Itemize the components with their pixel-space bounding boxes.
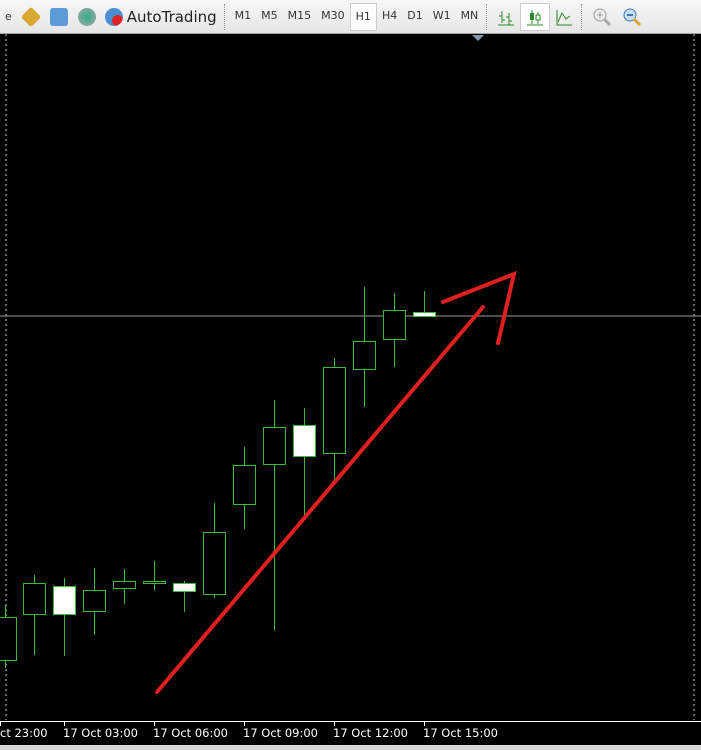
candle: [83, 568, 106, 635]
toolbar-separator: [223, 3, 227, 30]
candle-body: [413, 312, 436, 317]
arrow-shaft: [155, 305, 485, 694]
candle: [0, 605, 17, 668]
time-axis: ct 23:00 17 Oct 03:00 17 Oct 06:00 17 Oct 0…: [0, 721, 701, 746]
candle-body: [143, 581, 166, 584]
candle: [263, 400, 286, 630]
time-tick: [64, 722, 65, 726]
zoom-out-button[interactable]: [617, 4, 647, 30]
candle-body: [0, 617, 17, 661]
candle: [53, 578, 76, 656]
zoom-in-button[interactable]: [587, 4, 617, 30]
candle: [353, 287, 376, 407]
time-tick: [424, 722, 425, 726]
line-chart-button[interactable]: [550, 4, 578, 30]
autotrading-label: AutoTrading: [126, 7, 217, 26]
candle-body: [323, 367, 346, 454]
time-tick: [334, 722, 335, 726]
candle-body: [173, 583, 196, 592]
candle-body: [383, 310, 406, 340]
candle-body: [83, 590, 106, 612]
candle: [413, 291, 436, 317]
toolbar: e AutoTrading M1 M5 M15 M30 H1 H4 D1 W1 MN: [0, 0, 701, 34]
time-tick: [154, 722, 155, 726]
timeframe-h4[interactable]: H4: [381, 9, 398, 22]
timeframe-h1[interactable]: H1: [349, 2, 377, 31]
arrow-head: [441, 270, 517, 345]
candle: [113, 569, 136, 604]
time-label: 17 Oct 06:00: [153, 726, 228, 740]
timeframe-mn[interactable]: MN: [460, 9, 479, 22]
price-chart[interactable]: [0, 34, 701, 750]
time-tick: [244, 722, 245, 726]
timeframe-m30[interactable]: M30: [321, 9, 345, 22]
signals-icon[interactable]: [77, 7, 96, 26]
trend-arrow-annotation: [155, 270, 517, 694]
navigator-icon[interactable]: [20, 6, 41, 27]
time-label: 17 Oct 15:00: [423, 726, 498, 740]
autotrading-icon: [104, 7, 123, 26]
candle-body: [23, 583, 46, 615]
candle: [143, 561, 166, 590]
status-strip: [0, 745, 701, 750]
toolbar-separator: [581, 3, 584, 30]
time-label: 17 Oct 09:00: [243, 726, 318, 740]
candle: [23, 575, 46, 655]
candle-body: [233, 465, 256, 505]
timeframe-d1[interactable]: D1: [407, 9, 423, 22]
chart-shift-marker[interactable]: [472, 35, 484, 41]
candle-body: [113, 581, 136, 589]
candle: [293, 408, 316, 515]
candle: [203, 503, 226, 598]
toolbar-partial-label: e: [5, 10, 12, 23]
zoom-in-icon: [593, 8, 612, 26]
candle-body: [53, 586, 76, 615]
candlestick-chart-button[interactable]: [520, 2, 551, 31]
candles: [0, 287, 436, 668]
bar-chart-icon: [498, 10, 515, 25]
market-watch-icon[interactable]: [49, 7, 68, 26]
bar-chart-button[interactable]: [492, 4, 520, 30]
candle-body: [203, 532, 226, 595]
line-chart-icon: [556, 9, 573, 25]
toolbar-separator: [486, 3, 489, 30]
candle-body: [293, 425, 316, 457]
timeframe-w1[interactable]: W1: [432, 9, 451, 22]
time-tick: [0, 722, 1, 726]
timeframe-m1[interactable]: M1: [234, 9, 252, 22]
time-label: ct 23:00: [0, 726, 48, 740]
time-label: 17 Oct 12:00: [333, 726, 408, 740]
candle: [173, 581, 196, 612]
timeframe-group: M1 M5 M15 M30 H1 H4 D1 W1 MN: [230, 2, 484, 31]
candle: [233, 447, 256, 529]
time-label: 17 Oct 03:00: [63, 726, 138, 740]
timeframe-m5[interactable]: M5: [261, 9, 278, 22]
candle-body: [353, 341, 376, 370]
timeframe-m15[interactable]: M15: [287, 9, 312, 22]
candle: [383, 293, 406, 367]
candle-body: [263, 427, 286, 465]
autotrading-button[interactable]: AutoTrading: [101, 4, 221, 30]
zoom-out-icon: [623, 8, 642, 26]
candlestick-chart-icon: [527, 9, 544, 25]
candle: [323, 358, 346, 482]
